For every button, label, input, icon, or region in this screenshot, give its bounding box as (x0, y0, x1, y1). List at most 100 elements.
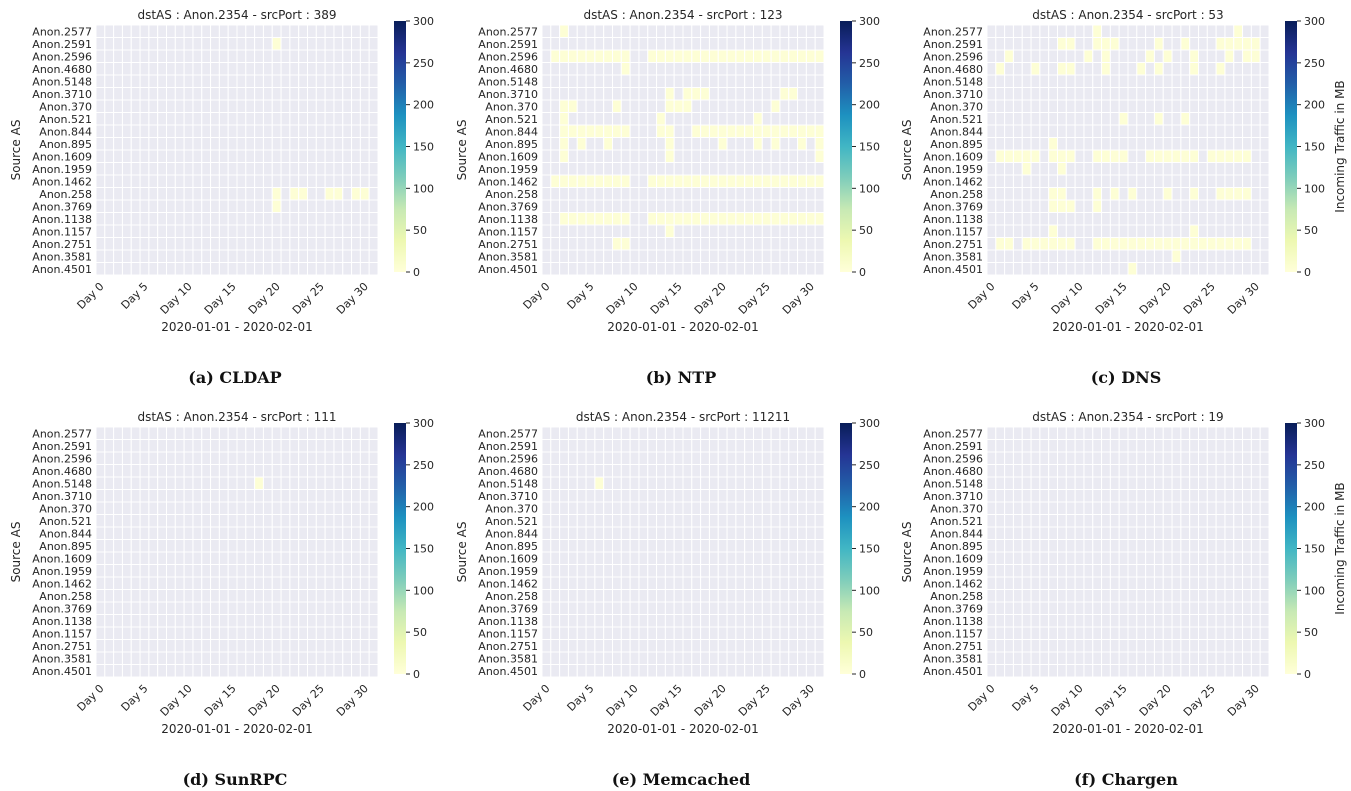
heatmap-cell (603, 664, 613, 678)
heatmap-cell (620, 149, 631, 163)
heatmap-cell (717, 514, 728, 528)
heatmap-cell (157, 639, 167, 653)
heatmap-cell (1021, 174, 1032, 188)
heatmap-cell (638, 626, 649, 640)
heatmap-cell (1198, 87, 1208, 101)
heatmap-cell (157, 174, 167, 188)
heatmap-cell (148, 137, 159, 151)
heatmap-cell (236, 564, 247, 578)
heatmap-cell (1083, 199, 1094, 213)
heatmap-cell (1057, 439, 1067, 453)
heatmap-cell (788, 249, 799, 263)
heatmap-cell (1145, 614, 1155, 628)
heatmap-cell (236, 639, 247, 653)
heatmap-cell (157, 37, 167, 51)
heatmap-cell (797, 451, 807, 465)
heatmap-cell (245, 576, 256, 590)
heatmap-cell (664, 439, 675, 453)
heatmap-cell (227, 651, 238, 665)
heatmap-cell (682, 514, 693, 528)
heatmap-cell (1259, 664, 1270, 678)
heatmap-cell (656, 87, 666, 101)
heatmap-cell (157, 149, 167, 163)
heatmap-cell (1224, 476, 1235, 490)
heatmap-cell (620, 476, 631, 490)
heatmap-cell (342, 614, 353, 628)
heatmap-cell (1242, 124, 1252, 138)
heatmap-cell (183, 526, 194, 540)
heatmap-cell (726, 262, 737, 276)
heatmap-cell (541, 199, 552, 213)
heatmap-cell (761, 476, 772, 490)
heatmap-cell (656, 49, 666, 63)
heatmap-cell (629, 124, 640, 138)
heatmap-cell (192, 37, 203, 51)
heatmap-cell (1242, 651, 1252, 665)
heatmap-cell (1109, 589, 1120, 603)
heatmap-cell (1012, 162, 1023, 176)
heatmap-cell (262, 451, 273, 465)
heatmap-cell (708, 664, 719, 678)
heatmap-cell (1021, 74, 1032, 88)
heatmap-cell (559, 124, 569, 138)
heatmap-cell (576, 476, 587, 490)
heatmap-cell (700, 174, 710, 188)
heatmap-cell (113, 162, 123, 176)
y-tick-label: Anon.1157 (32, 627, 92, 640)
heatmap-cell (761, 564, 772, 578)
heatmap-cell (744, 224, 754, 238)
heatmap-cell (183, 426, 194, 440)
heatmap-cell (717, 639, 728, 653)
heatmap-cell (289, 664, 300, 678)
heatmap-cell (1136, 37, 1147, 51)
heatmap-cell (986, 601, 997, 615)
heatmap-cell (139, 162, 150, 176)
heatmap-cell (814, 589, 825, 603)
heatmap-cell (647, 262, 658, 276)
heatmap-cell (788, 651, 799, 665)
heatmap-cell (814, 74, 825, 88)
heatmap-cell (612, 99, 622, 113)
heatmap-cell (1021, 187, 1032, 201)
heatmap-cell (1057, 501, 1067, 515)
heatmap-cell (218, 124, 229, 138)
heatmap-cell (1153, 639, 1164, 653)
heatmap-cell (629, 24, 640, 38)
heatmap-cell (1224, 62, 1235, 76)
heatmap-cell (1162, 501, 1173, 515)
heatmap-cell (307, 576, 317, 590)
heatmap-cell (797, 49, 807, 63)
heatmap-cell (148, 576, 159, 590)
heatmap-cell (280, 639, 291, 653)
heatmap-cell (280, 651, 291, 665)
heatmap-cell (629, 112, 640, 126)
heatmap-cell (638, 464, 649, 478)
heatmap-cell (201, 74, 212, 88)
heatmap-cell (1215, 124, 1226, 138)
heatmap-cell (148, 174, 159, 188)
heatmap-cell (550, 74, 561, 88)
heatmap-cell (218, 87, 229, 101)
colorbar-tick-label: 0 (413, 266, 420, 279)
heatmap-cell (262, 174, 273, 188)
heatmap-cell (1004, 137, 1014, 151)
heatmap-cell (550, 162, 561, 176)
heatmap-cell (236, 49, 247, 63)
heatmap-cell (315, 664, 326, 678)
heatmap-cell (201, 601, 212, 615)
heatmap-cell (95, 149, 106, 163)
heatmap-cell (307, 514, 317, 528)
heatmap-cell (166, 112, 176, 126)
heatmap-cell (691, 514, 702, 528)
heatmap-cell (612, 576, 622, 590)
heatmap-cell (1215, 162, 1226, 176)
heatmap-cell (726, 62, 737, 76)
heatmap-cell (1242, 626, 1252, 640)
heatmap-cell (1074, 37, 1085, 51)
heatmap-cell (254, 224, 264, 238)
heatmap-cell (1242, 451, 1252, 465)
heatmap-cell (550, 224, 561, 238)
heatmap-cell (1074, 212, 1085, 226)
heatmap-cell (262, 489, 273, 503)
heatmap-cell (726, 249, 737, 263)
